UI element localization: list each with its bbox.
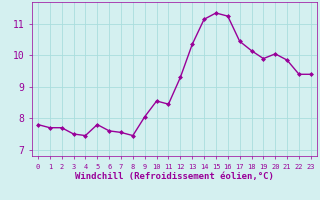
X-axis label: Windchill (Refroidissement éolien,°C): Windchill (Refroidissement éolien,°C) <box>75 172 274 181</box>
